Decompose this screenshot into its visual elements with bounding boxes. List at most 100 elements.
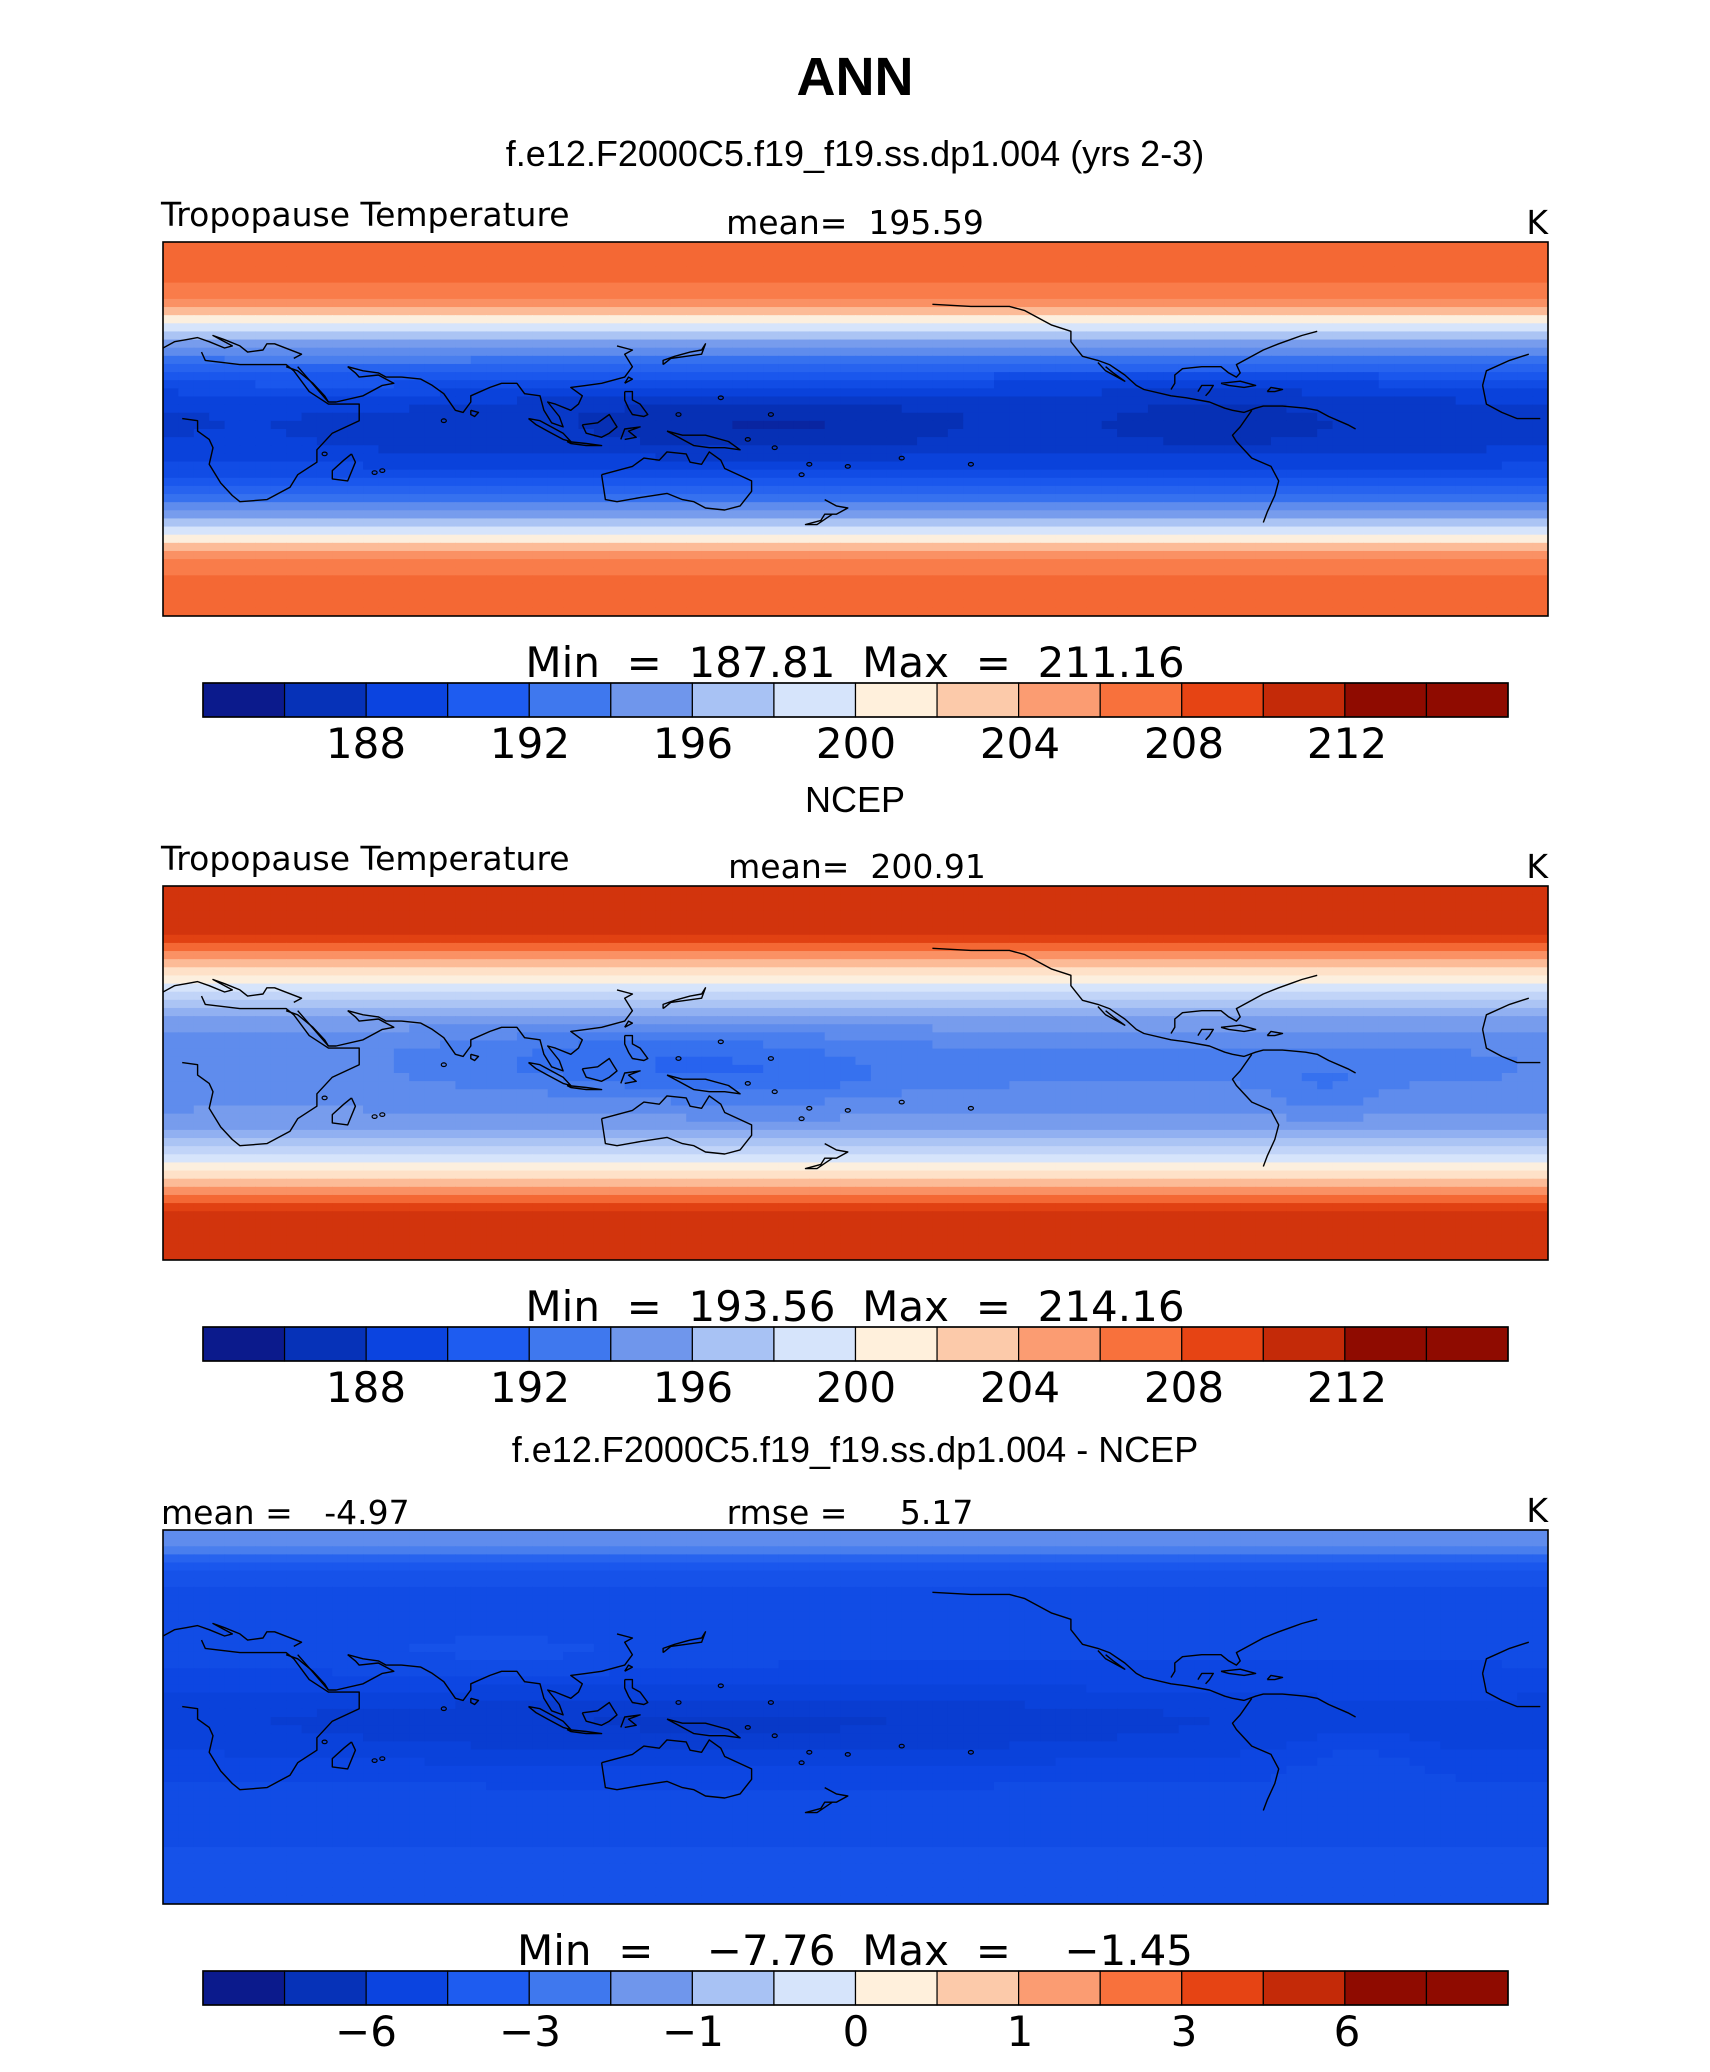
heatmap-cell [609, 526, 626, 536]
heatmap-cell [732, 607, 749, 616]
heatmap-cell [1040, 599, 1057, 609]
heatmap-cell [901, 396, 918, 406]
heatmap-cell [1163, 266, 1180, 276]
heatmap-cell [1055, 469, 1072, 479]
heatmap-cell [840, 591, 857, 601]
heatmap-cell [563, 250, 580, 259]
heatmap-cell [363, 542, 380, 552]
heatmap-cell [994, 542, 1010, 552]
heatmap-cell [178, 583, 195, 593]
heatmap-cell [763, 477, 780, 487]
heatmap-cell [1070, 307, 1087, 316]
heatmap-cell [501, 323, 518, 333]
heatmap-cell [932, 542, 949, 552]
panel-mean-label: mean= 195.59 [726, 203, 984, 242]
heatmap-cell [717, 583, 733, 593]
heatmap-cell [1378, 250, 1395, 259]
heatmap-cell [978, 282, 995, 292]
heatmap-cell [1009, 372, 1026, 381]
panel-units: K [1526, 847, 1549, 886]
heatmap-cell [593, 502, 610, 511]
heatmap-cell [455, 477, 472, 487]
heatmap-cell [717, 445, 733, 454]
heatmap-cell [532, 453, 549, 463]
heatmap-cell [1501, 510, 1518, 520]
heatmap-cell [901, 258, 918, 267]
heatmap-cell [347, 607, 364, 616]
heatmap-cell [1224, 429, 1241, 438]
heatmap-cell [547, 894, 564, 903]
heatmap-cell [239, 477, 256, 487]
heatmap-cell [1501, 388, 1518, 398]
heatmap-cell [1347, 599, 1364, 609]
heatmap-cell [301, 510, 318, 520]
heatmap-cell [1224, 298, 1241, 308]
heatmap-cell [1471, 559, 1488, 568]
heatmap-cell [1486, 258, 1503, 267]
heatmap-cell [624, 559, 641, 568]
heatmap-cell [1455, 902, 1472, 911]
heatmap-cell [1471, 331, 1488, 341]
heatmap-cell [393, 363, 410, 373]
heatmap-cell [224, 282, 241, 292]
heatmap-cell [778, 902, 795, 911]
heatmap-cell [424, 591, 441, 601]
heatmap-cell [640, 412, 657, 422]
colorbar-swatch [1099, 682, 1183, 718]
heatmap-cell [1024, 902, 1041, 911]
heatmap-cell [286, 477, 303, 487]
heatmap-cell [1132, 510, 1149, 520]
heatmap-cell [1224, 266, 1241, 276]
heatmap-cell [1471, 437, 1488, 446]
heatmap-cell [1440, 534, 1457, 544]
heatmap-cell [1055, 437, 1072, 446]
heatmap-cell [224, 926, 241, 936]
heatmap-cell [332, 559, 349, 568]
heatmap-cell [1070, 266, 1087, 276]
heatmap-cell [424, 583, 441, 593]
heatmap-cell [701, 372, 718, 381]
heatmap-cell [1024, 266, 1041, 276]
heatmap-cell [547, 307, 564, 316]
heatmap-cell [301, 347, 318, 357]
heatmap-cell [1024, 502, 1041, 511]
heatmap-cell [1317, 469, 1334, 479]
heatmap-cell [978, 445, 995, 454]
heatmap-cell [1132, 910, 1149, 920]
heatmap-cell [932, 559, 949, 568]
heatmap-cell [732, 591, 749, 601]
heatmap-cell [1255, 526, 1272, 536]
heatmap-cell [1424, 412, 1441, 422]
heatmap-cell [270, 331, 287, 341]
heatmap-cell [239, 542, 256, 552]
heatmap-cell [732, 469, 749, 479]
heatmap-cell [1240, 518, 1257, 528]
heatmap-cell [1517, 445, 1534, 454]
heatmap-cell [1009, 591, 1026, 601]
heatmap-cell [886, 477, 903, 487]
heatmap-cell [1394, 575, 1411, 585]
heatmap-cell [1086, 347, 1103, 357]
heatmap-cell [717, 258, 733, 267]
heatmap-cell [1440, 453, 1457, 463]
colorbar-swatch [365, 682, 449, 718]
heatmap-cell [1101, 258, 1118, 267]
heatmap-cell [1394, 526, 1411, 536]
heatmap-cell [224, 266, 241, 276]
heatmap-cell [701, 886, 718, 895]
heatmap-cell [1024, 518, 1041, 528]
heatmap-cell [1332, 258, 1349, 267]
heatmap-cell [994, 951, 1010, 960]
heatmap-cell [840, 380, 857, 389]
heatmap-cell [717, 242, 733, 251]
heatmap-cell [1101, 559, 1118, 568]
heatmap-cell [870, 420, 887, 430]
heatmap-cell [994, 918, 1010, 928]
heatmap-cell [239, 910, 256, 920]
heatmap-cell [717, 926, 733, 936]
heatmap-cell [609, 886, 626, 895]
heatmap-cell [994, 583, 1010, 593]
heatmap-cell [1117, 542, 1134, 552]
heatmap-cell [1347, 902, 1364, 911]
heatmap-cell [1486, 910, 1503, 920]
